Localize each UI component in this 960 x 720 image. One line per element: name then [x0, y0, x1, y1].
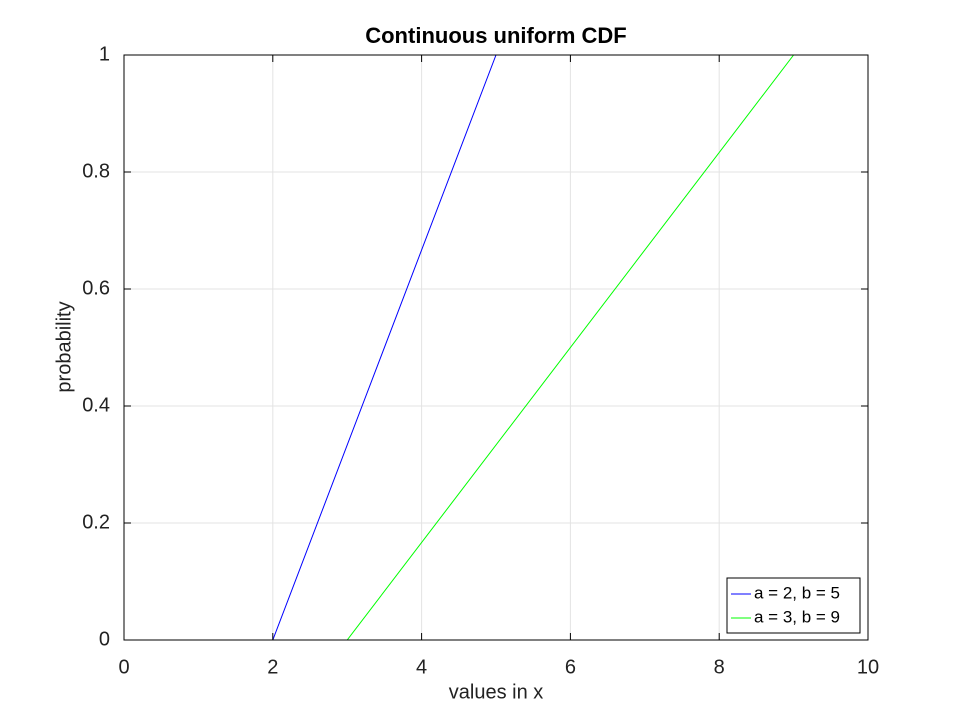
legend-label: a = 3, b = 9 [754, 607, 840, 626]
legend-label: a = 2, b = 5 [754, 583, 840, 602]
x-tick-label: 6 [565, 656, 576, 678]
y-tick-label: 0.8 [82, 160, 110, 182]
x-tick-label: 2 [267, 656, 278, 678]
y-axis-label: probability [53, 301, 75, 392]
grid [123, 54, 869, 641]
y-tick-label: 0.6 [82, 277, 110, 299]
x-tick-label: 10 [857, 656, 879, 678]
chart-title: Continuous uniform CDF [365, 23, 627, 48]
x-tick-label: 0 [118, 656, 129, 678]
legend: a = 2, b = 5 a = 3, b = 9 [726, 577, 861, 634]
y-tick-label: 0.2 [82, 511, 110, 533]
legend-box [726, 577, 861, 634]
x-axis-label: values in x [449, 681, 544, 703]
y-tick-label: 0.4 [82, 394, 110, 416]
x-tick-label: 4 [416, 656, 427, 678]
x-tick-label: 8 [714, 656, 725, 678]
y-tick-label: 0 [99, 628, 110, 650]
axes-box [123, 54, 869, 641]
y-tick-label: 1 [99, 43, 110, 65]
